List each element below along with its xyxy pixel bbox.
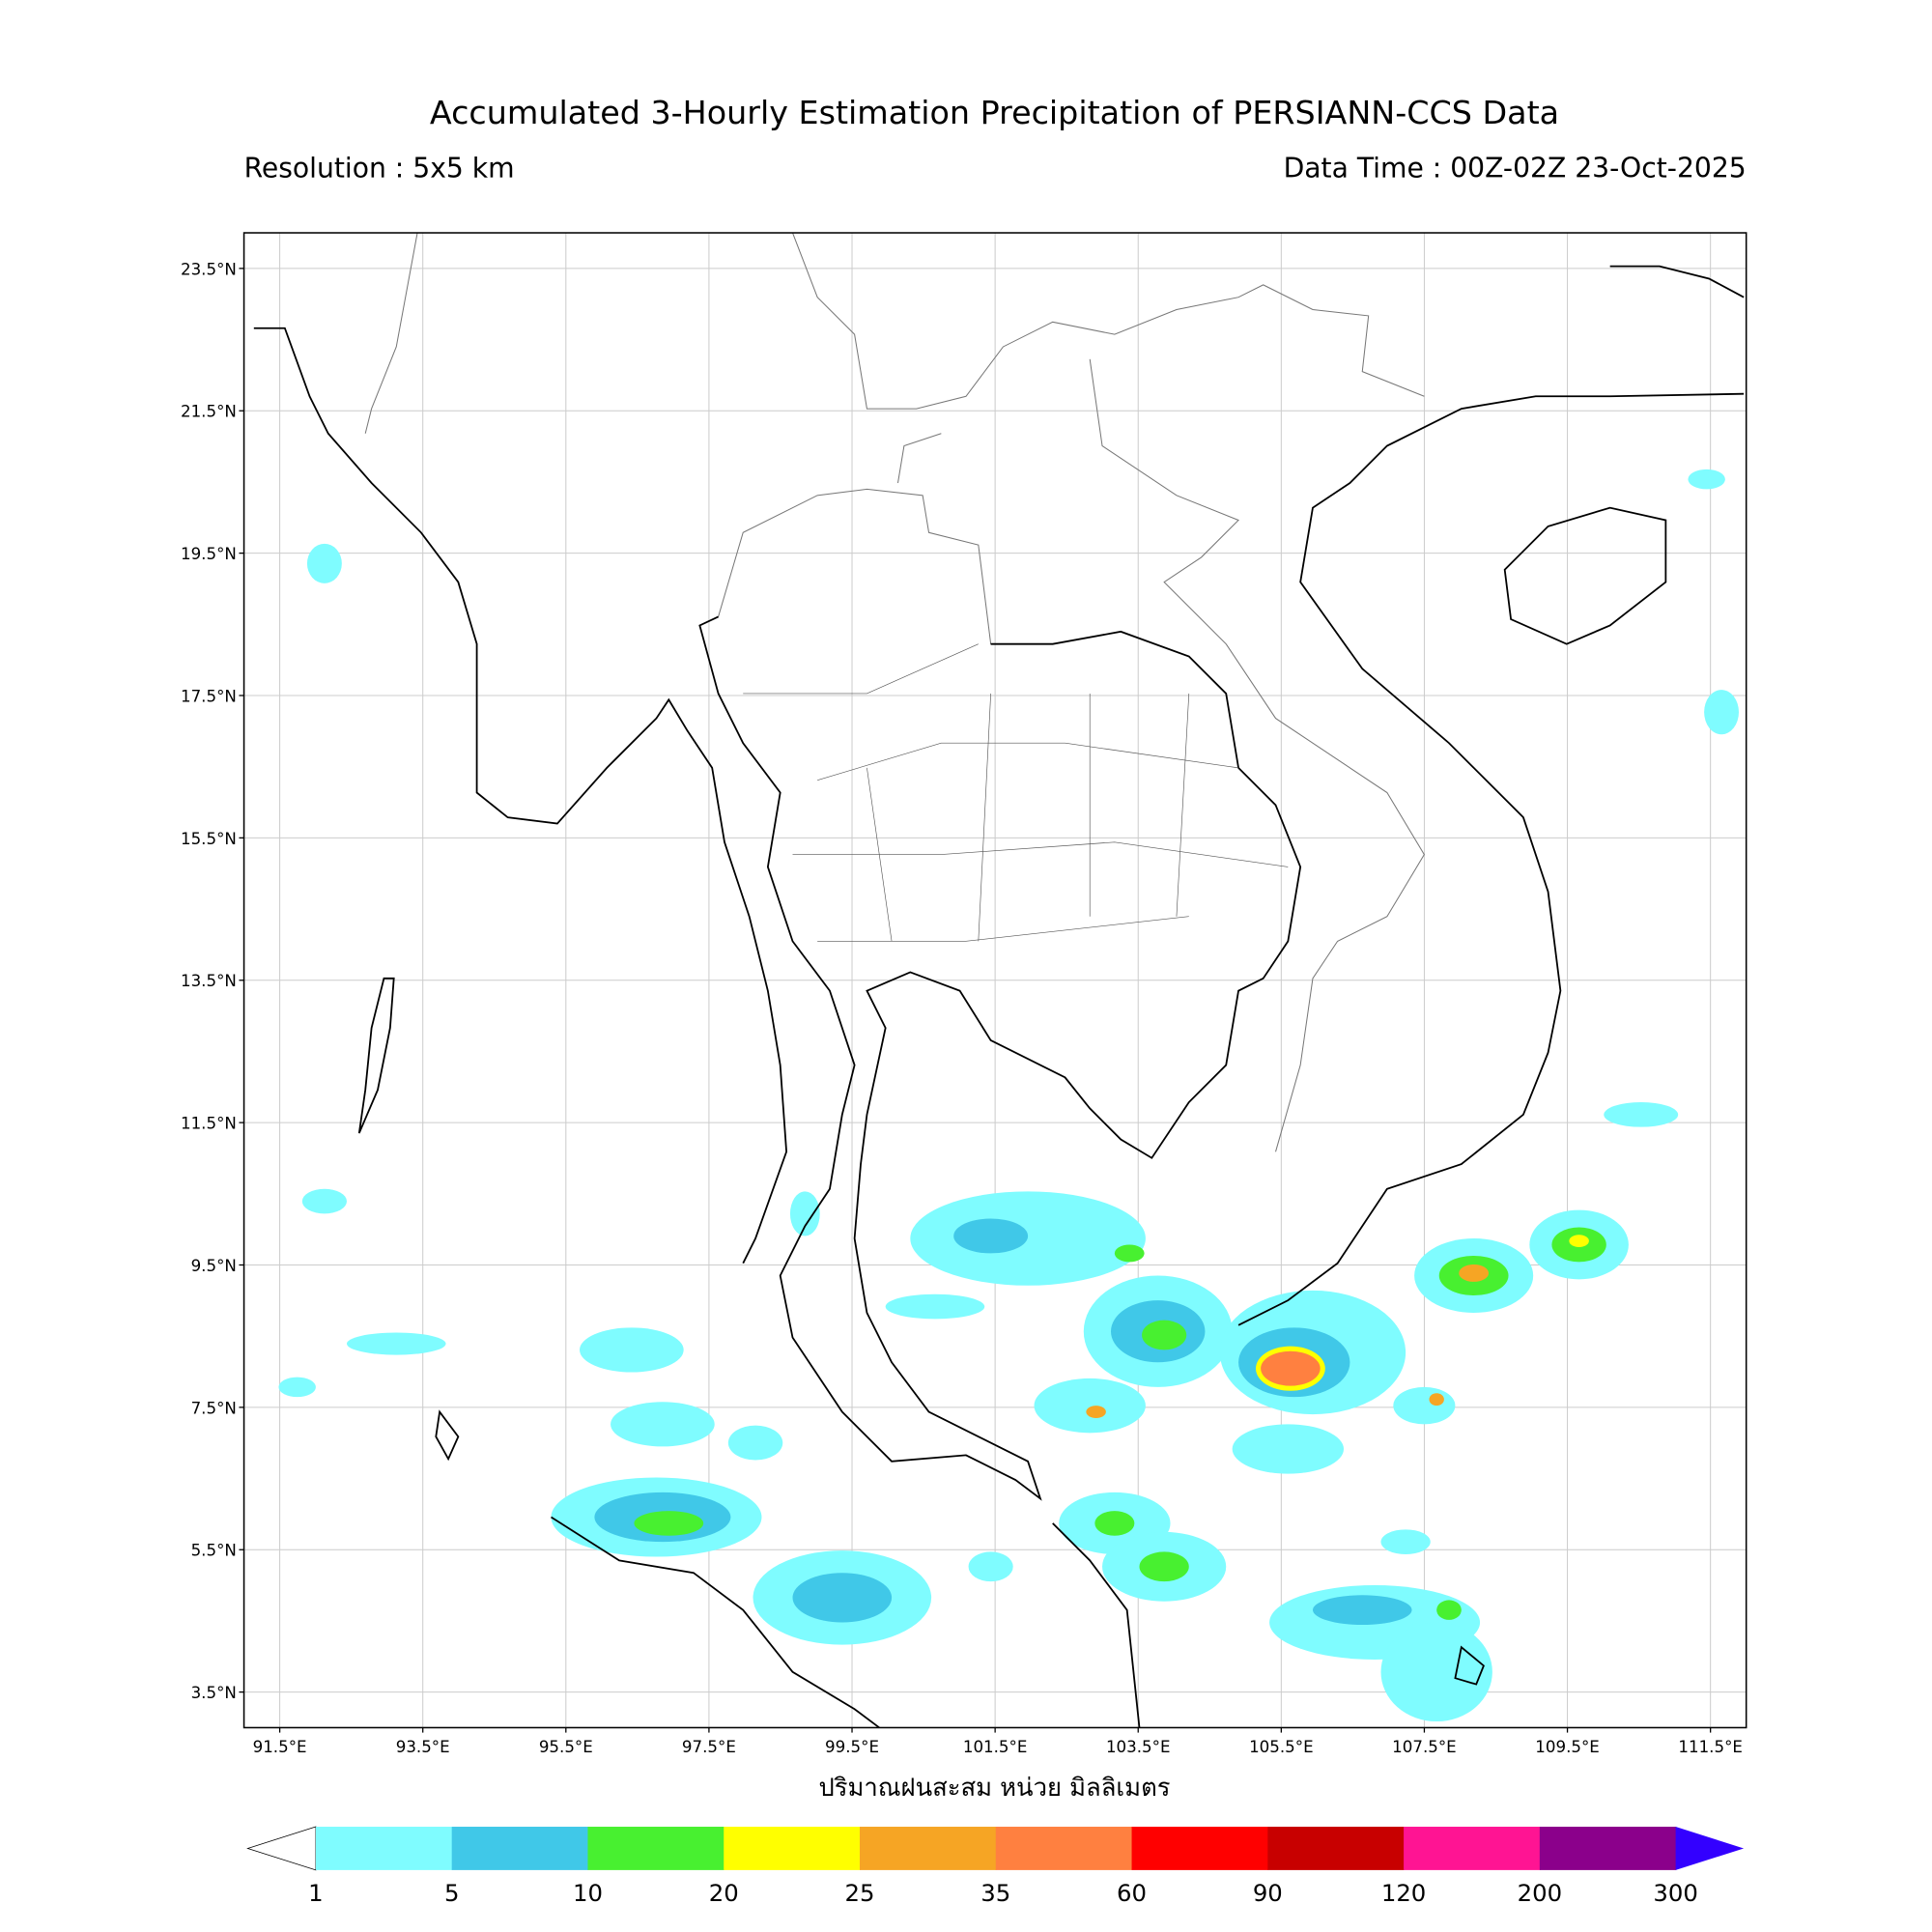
title: Accumulated 3-Hourly Estimation Precipit… [430,94,1559,131]
colorbar-label: 25 [845,1879,875,1907]
resolution: Resolution : 5x5 km [244,152,515,184]
colorbar-box [724,1827,861,1870]
colorbar-box [1539,1827,1677,1870]
colorbar-label: 200 [1518,1879,1562,1907]
borders [364,232,1425,1152]
graticule [243,233,1747,1728]
colorbar-box [860,1827,997,1870]
colorbar-label: 35 [980,1879,1010,1907]
lat-tick-label: 17.5°N [181,687,237,705]
colorbar-label: 10 [573,1879,603,1907]
lat-tick-label: 3.5°N [191,1684,237,1702]
data-time: Data Time : 00Z-02Z 23-Oct-2025 [1284,152,1747,184]
lon-tick-label: 95.5°E [539,1738,593,1756]
thailand-outline [698,615,1302,1501]
lat-tick-label: 15.5°N [181,830,237,848]
lon-tick-label: 97.5°E [682,1738,736,1756]
lon-tick-label: 93.5°E [396,1738,450,1756]
coastlines [253,265,1745,1729]
lat-tick-label: 19.5°N [181,545,237,563]
colorbar-label: 60 [1117,1879,1147,1907]
rain-field [278,469,1739,1722]
colorbar-under [246,1826,317,1871]
lon-tick-label: 105.5°E [1249,1738,1314,1756]
colorbar-box [451,1827,589,1870]
lon-tick-label: 103.5°E [1106,1738,1171,1756]
legend-title: ปริมาณฝนสะสม หน่วย มิลลิเมตร [818,1774,1170,1803]
lat-tick-label: 13.5°N [181,972,237,990]
lon-tick-label: 107.5°E [1392,1738,1457,1756]
colorbar-box [315,1827,453,1870]
lon-tick-label: 101.5°E [963,1738,1028,1756]
lat-tick-label: 23.5°N [181,260,237,278]
colorbar-box [1131,1827,1268,1870]
lat-tick-label: 5.5°N [191,1542,237,1560]
colorbar-label: 20 [709,1879,739,1907]
lon-tick-label: 111.5°E [1678,1738,1743,1756]
colorbar-box [995,1827,1133,1870]
colorbar-label: 1 [308,1879,324,1907]
axis-labels: 23.5°N 21.5°N 19.5°N 17.5°N 15.5°N 13.5°N 11.5… [181,260,1743,1756]
lon-tick-label: 99.5°E [825,1738,879,1756]
lon-tick-label: 109.5°E [1535,1738,1600,1756]
lat-tick-label: 9.5°N [191,1257,237,1275]
colorbar-box [1267,1827,1405,1870]
colorbar-label: 5 [444,1879,460,1907]
lat-tick-label: 21.5°N [181,403,237,421]
colorbar-box [1404,1827,1541,1870]
colorbar-box [587,1827,724,1870]
colorbar-over [1675,1827,1745,1870]
colorbar-label: 90 [1253,1879,1283,1907]
lat-tick-label: 7.5°N [191,1399,237,1417]
colorbar-label: 120 [1381,1879,1426,1907]
colorbar: 1 5 10 20 25 35 60 90 120 200 300 [246,1826,1745,1907]
colorbar-label: 300 [1653,1879,1697,1907]
lon-tick-label: 91.5°E [253,1738,307,1756]
lat-tick-label: 11.5°N [181,1115,237,1133]
